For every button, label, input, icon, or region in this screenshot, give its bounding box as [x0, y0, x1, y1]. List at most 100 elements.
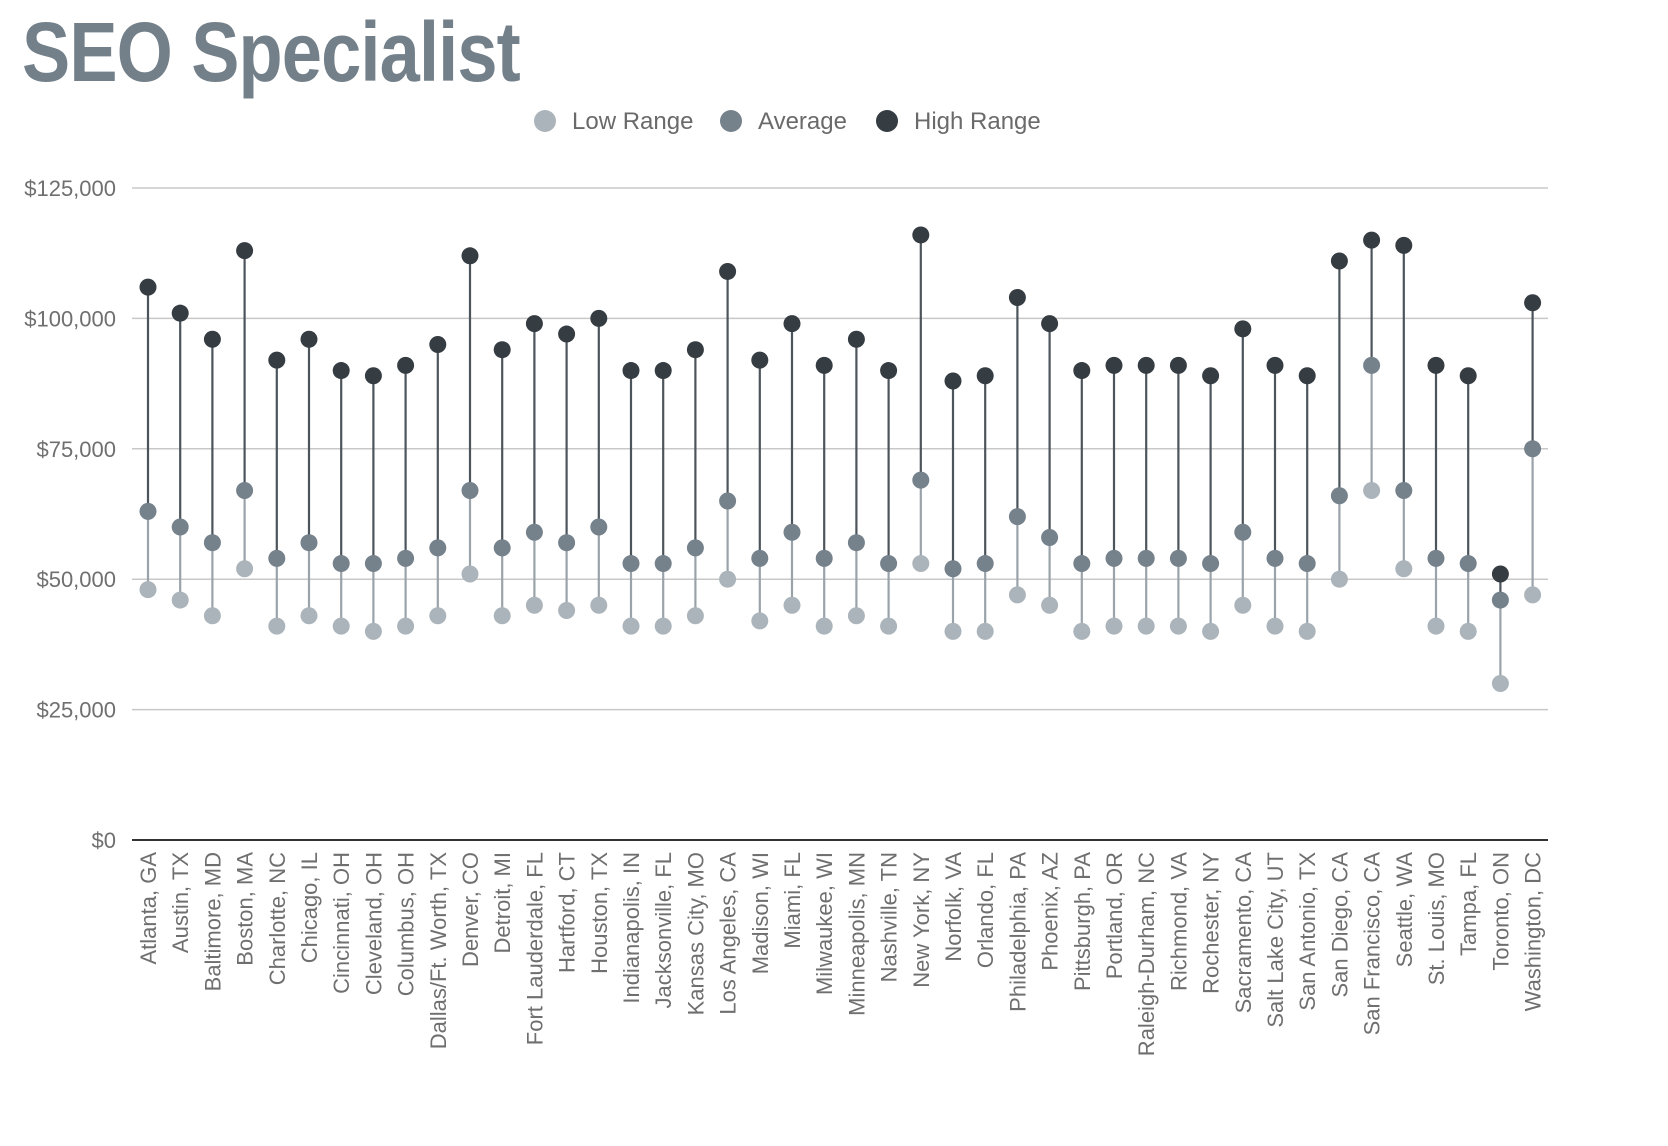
average-dot: [1234, 523, 1252, 541]
low-range-dot: [1330, 570, 1348, 588]
x-tick-label: Boston, MA: [233, 852, 258, 966]
high-range-dot: [1266, 356, 1284, 374]
low-range-dot: [1427, 617, 1445, 635]
high-range-dot: [461, 247, 479, 265]
average-dot: [1008, 508, 1026, 526]
average-dot: [751, 549, 769, 567]
low-range-dot: [1491, 675, 1509, 693]
high-range-dot: [525, 315, 543, 333]
low-range-dot: [558, 601, 576, 619]
low-range-dot: [236, 560, 254, 578]
x-tick-label: St. Louis, MO: [1424, 852, 1449, 985]
high-range-dot: [1169, 356, 1187, 374]
low-range-dot: [944, 622, 962, 640]
average-dot: [397, 549, 415, 567]
x-tick-label: Philadelphia, PA: [1005, 852, 1030, 1012]
average-dot: [1298, 555, 1316, 573]
x-tick-label: Charlotte, NC: [265, 852, 290, 985]
average-dot: [1330, 487, 1348, 505]
low-range-dot: [1524, 586, 1542, 604]
low-range-dot: [1363, 482, 1381, 500]
high-range-dot: [493, 341, 511, 359]
average-dot: [1105, 549, 1123, 567]
high-range-dot: [912, 226, 930, 244]
x-tick-label: Richmond, VA: [1166, 852, 1191, 991]
high-range-dot: [847, 330, 865, 348]
average-dot: [912, 471, 930, 489]
high-range-dot: [1524, 294, 1542, 312]
low-range-dot: [1459, 622, 1477, 640]
low-range-dot: [686, 607, 704, 625]
low-range-dot: [751, 612, 769, 630]
average-dot: [1266, 549, 1284, 567]
x-tick-label: Fort Lauderdale, FL: [522, 852, 547, 1045]
low-range-dot: [912, 555, 930, 573]
high-range-dot: [654, 362, 672, 380]
low-range-dot: [1041, 596, 1059, 614]
high-range-dot: [171, 304, 189, 322]
high-range-dot: [590, 309, 608, 327]
average-dot: [1395, 482, 1413, 500]
high-range-dot: [751, 351, 769, 369]
average-dot: [847, 534, 865, 552]
x-tick-label: Miami, FL: [780, 852, 805, 949]
x-tick-label: Atlanta, GA: [136, 852, 161, 965]
high-range-dot: [622, 362, 640, 380]
high-range-dot: [558, 325, 576, 343]
x-tick-label: San Antonio, TX: [1295, 852, 1320, 1011]
x-tick-label: Los Angeles, CA: [716, 852, 741, 1015]
average-dot: [1427, 549, 1445, 567]
y-tick-label: $50,000: [36, 567, 116, 592]
x-tick-label: Sacramento, CA: [1231, 852, 1256, 1014]
average-dot: [1459, 555, 1477, 573]
average-dot: [590, 518, 608, 536]
low-range-dot: [783, 596, 801, 614]
y-tick-label: $25,000: [36, 698, 116, 723]
high-range-dot: [203, 330, 221, 348]
x-tick-label: Indianapolis, IN: [619, 852, 644, 1004]
high-range-dot: [1427, 356, 1445, 374]
x-tick-label: San Diego, CA: [1327, 852, 1352, 998]
high-range-dot: [332, 362, 350, 380]
average-dot: [1041, 528, 1059, 546]
x-tick-label: Columbus, OH: [394, 852, 419, 996]
high-range-dot: [719, 262, 737, 280]
average-dot: [236, 482, 254, 500]
average-dot: [944, 560, 962, 578]
low-range-dot: [171, 591, 189, 609]
average-dot: [429, 539, 447, 557]
low-range-dot: [1137, 617, 1155, 635]
legend-swatch: [720, 110, 742, 132]
high-range-dot: [1395, 236, 1413, 254]
average-dot: [139, 502, 157, 520]
x-tick-label: Cleveland, OH: [361, 852, 386, 995]
x-tick-label: Houston, TX: [587, 852, 612, 974]
high-range-dot: [268, 351, 286, 369]
x-tick-label: Detroit, MI: [490, 852, 515, 953]
low-range-dot: [300, 607, 318, 625]
average-dot: [461, 482, 479, 500]
average-dot: [1363, 356, 1381, 374]
y-tick-label: $125,000: [24, 176, 116, 201]
low-range-dot: [1298, 622, 1316, 640]
low-range-dot: [139, 581, 157, 599]
low-range-dot: [654, 617, 672, 635]
average-dot: [1202, 555, 1220, 573]
legend-swatch: [876, 110, 898, 132]
high-range-dot: [1137, 356, 1155, 374]
legend: Low Range Average High Range: [534, 108, 1041, 135]
average-dot: [1073, 555, 1091, 573]
low-range-dot: [525, 596, 543, 614]
average-dot: [171, 518, 189, 536]
x-tick-label: Salt Lake City, UT: [1263, 852, 1288, 1028]
high-range-dot: [300, 330, 318, 348]
low-range-dot: [461, 565, 479, 583]
high-range-dot: [1363, 231, 1381, 249]
x-tick-label: Washington, DC: [1521, 852, 1546, 1011]
high-range-dot: [139, 278, 157, 296]
average-dot: [686, 539, 704, 557]
x-tick-label: Tampa, FL: [1456, 852, 1481, 956]
high-range-dot: [686, 341, 704, 359]
legend-label: Average: [758, 108, 847, 135]
